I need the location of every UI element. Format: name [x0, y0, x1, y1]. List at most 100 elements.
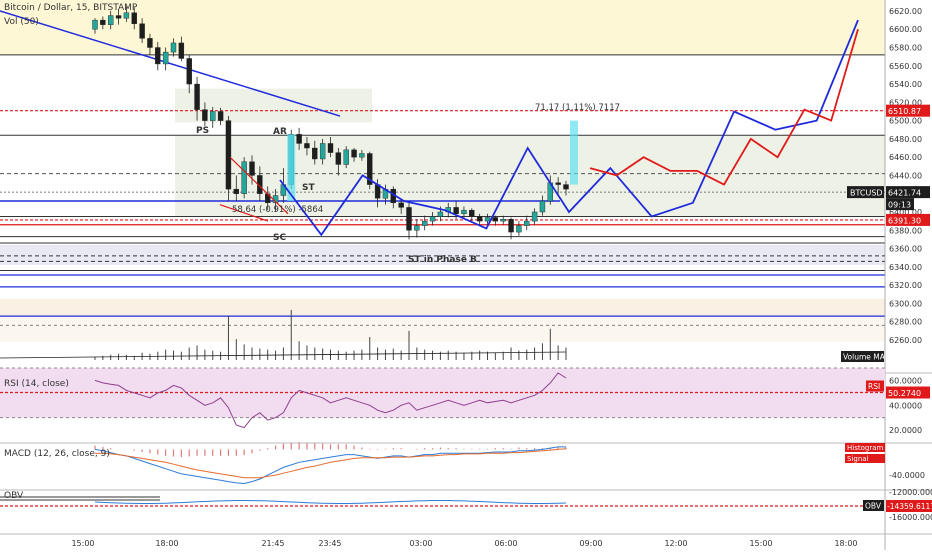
candle — [555, 177, 561, 194]
candle — [484, 213, 491, 225]
time-tick-label: 15:00 — [71, 539, 94, 548]
candle — [202, 102, 208, 127]
label-ar: AR — [273, 127, 287, 137]
candle — [225, 116, 232, 202]
candle-body — [398, 202, 404, 208]
candle — [107, 10, 114, 30]
highlight-box-current — [570, 120, 578, 185]
candle — [367, 151, 373, 190]
candle — [210, 106, 216, 128]
candle — [249, 155, 255, 185]
downtrend-line — [0, 10, 341, 117]
label-sc: SC — [273, 233, 286, 243]
price-tick-label: 6620.00 — [889, 7, 922, 16]
candle-body — [422, 220, 428, 226]
candle-body — [437, 211, 444, 217]
time-tick-label: 12:00 — [664, 539, 687, 548]
resistance-price-badge-bg — [886, 104, 930, 117]
candle — [147, 33, 153, 55]
obv-name-badge-bg — [863, 500, 884, 511]
volume-legend: Vol (50) — [4, 17, 39, 27]
sc-ray — [229, 156, 289, 215]
countdown-badge-bg — [886, 198, 914, 211]
candle-body — [186, 58, 192, 85]
price-tick-label: 6340.00 — [889, 263, 922, 272]
symbol-title: Bitcoin / Dollar, 15, BITSTAMP — [4, 3, 138, 13]
candle — [359, 149, 365, 161]
candle — [516, 221, 522, 236]
volume-zone — [0, 317, 885, 342]
obv-name-badge: OBV — [865, 502, 882, 511]
candle-body — [343, 149, 349, 165]
price-tick-label: 6360.00 — [889, 245, 922, 254]
candle — [319, 138, 326, 165]
price-tick-label: 6540.00 — [889, 80, 922, 89]
candle — [296, 127, 302, 150]
obv-value-badge: -14359.6117 — [887, 502, 932, 511]
time-tick-label: 03:00 — [409, 539, 432, 548]
rsi-name-badge-bg — [866, 380, 884, 392]
price-tick-label: 6500.00 — [889, 117, 922, 126]
volume-ma-badge: Volume MA — [843, 353, 886, 362]
rsi-tick-label: 20.0000 — [889, 426, 922, 435]
candle — [414, 219, 420, 238]
measure-label-up: 71.17 (1.11%) 7117 — [535, 103, 620, 113]
candle — [406, 201, 412, 240]
lower-zone — [0, 244, 885, 265]
candle-body — [500, 219, 506, 222]
time-tick-label: 06:00 — [494, 539, 517, 548]
candle-body — [210, 111, 216, 121]
time-tick-label: 21:45 — [261, 539, 284, 548]
price-tick-label: 6520.00 — [889, 98, 922, 107]
candle-body — [123, 12, 130, 19]
candle-body — [516, 225, 522, 233]
candle — [508, 217, 514, 240]
support-price-badge: 6391.30 — [888, 216, 921, 225]
price-tick-label: 6580.00 — [889, 44, 922, 53]
candle — [139, 18, 145, 43]
resistance-price-badge: 6510.87 — [888, 107, 921, 116]
price-tick-label: 6300.00 — [889, 299, 922, 308]
label-st-phase-b: ST in Phase B — [408, 255, 477, 265]
candle-body — [312, 147, 318, 160]
rsi-legend: RSI (14, close) — [4, 379, 69, 389]
support-price-badge-bg — [886, 213, 930, 226]
macd-legend: MACD (12, 26, close, 9) — [4, 449, 110, 459]
candle — [178, 36, 185, 62]
candle-body — [139, 23, 145, 39]
candle — [524, 215, 530, 231]
candle — [398, 199, 404, 214]
price-tick-label: 6460.00 — [889, 153, 922, 162]
symbol-badge: BTCUSD — [850, 189, 883, 198]
candle — [100, 16, 106, 30]
candle — [155, 42, 161, 71]
candle — [351, 148, 357, 162]
obv-tick-label: -12000.0000 — [889, 488, 932, 497]
last-price-badge: 6421.74 — [888, 189, 921, 198]
price-tick-label: 6400.00 — [889, 208, 922, 217]
candle — [162, 47, 169, 71]
candle-body — [194, 83, 200, 110]
candle-body — [92, 19, 98, 30]
candle-body — [351, 149, 357, 158]
peach-zone — [0, 298, 885, 318]
candle-body — [469, 209, 475, 217]
candle — [461, 206, 467, 218]
sc-ray-lower — [219, 204, 269, 222]
candle — [123, 6, 130, 22]
candle-body — [319, 143, 326, 160]
obv-value-badge-bg — [886, 500, 932, 512]
price-tick-label: 6320.00 — [889, 281, 922, 290]
candle-body — [225, 120, 232, 190]
candle-body — [563, 184, 569, 190]
candle-body — [233, 188, 240, 194]
time-tick-label: 23:45 — [318, 539, 341, 548]
candle — [422, 215, 428, 231]
volume-ma-line — [0, 351, 567, 359]
candle-body — [115, 15, 122, 19]
candle-body — [453, 207, 459, 215]
candle — [241, 157, 247, 199]
last-price-badge-bg — [886, 186, 930, 199]
